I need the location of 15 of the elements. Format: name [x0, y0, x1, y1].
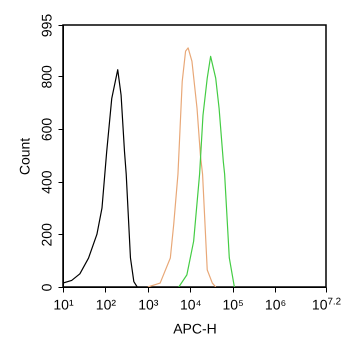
x-axis-title: APC-H	[173, 320, 217, 336]
y-tick-label: 200	[38, 222, 54, 247]
y-tick-label: 995	[38, 14, 54, 38]
x-tick-label: 10²	[96, 296, 116, 312]
y-tick-label: 600	[38, 118, 54, 142]
y-axis-title: Count	[16, 138, 32, 176]
x-tick-label: 10⁴	[180, 296, 202, 312]
y-tick-label: 0	[38, 283, 54, 292]
x-tick-label: 10¹	[53, 296, 74, 312]
x-tick-label: 10⁶	[264, 296, 286, 312]
x-tick-label: 10³	[138, 296, 159, 312]
x-tick-label: 10$^{7.2}$	[312, 296, 342, 312]
y-tick-label: 800	[38, 64, 54, 89]
y-tick-label: 400	[38, 170, 54, 194]
x-tick-label: 10⁵	[222, 296, 244, 312]
